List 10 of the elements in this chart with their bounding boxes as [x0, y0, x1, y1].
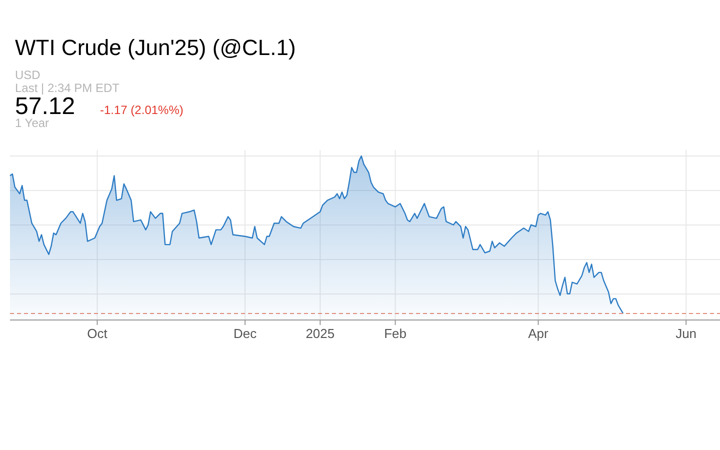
text: USD: [15, 68, 41, 82]
x-tick-label: Apr: [528, 326, 550, 341]
x-tick-label: Oct: [87, 326, 108, 341]
chart-title: WTI Crude (Jun'25) (@CL.1): [15, 35, 296, 60]
x-tick-label: Feb: [384, 326, 406, 341]
x-tick-label: Jun: [676, 326, 697, 341]
text: Last | 2:34 PM EDT: [15, 81, 120, 95]
x-tick-label: Dec: [233, 326, 258, 341]
text: -1.17 (2.01%%): [100, 103, 184, 117]
x-tick-label: 2025: [306, 326, 335, 341]
